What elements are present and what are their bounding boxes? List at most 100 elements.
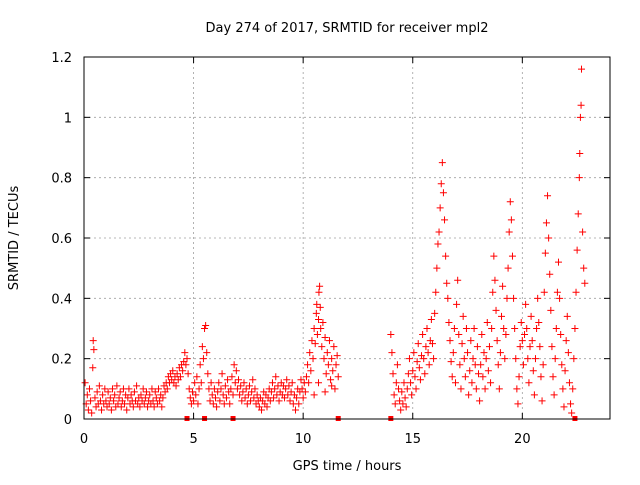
data-point — [241, 394, 249, 402]
data-point — [534, 294, 542, 302]
data-point — [527, 312, 535, 320]
data-point — [130, 388, 138, 396]
data-point — [216, 397, 224, 405]
data-point — [530, 391, 538, 399]
data-point — [267, 388, 275, 396]
data-point — [559, 385, 567, 393]
data-point — [226, 400, 234, 408]
data-point — [232, 367, 240, 375]
data-point — [215, 379, 223, 387]
data-point — [551, 355, 559, 363]
data-point — [404, 370, 412, 378]
data-point — [541, 249, 549, 257]
y-axis-label: SRMTID / TECUs — [7, 186, 22, 291]
data-point — [502, 331, 510, 339]
data-point — [298, 385, 306, 393]
data-point — [491, 276, 499, 284]
data-point — [495, 385, 503, 393]
data-point — [447, 358, 455, 366]
data-point — [510, 294, 518, 302]
data-point — [149, 397, 157, 405]
data-point — [419, 331, 427, 339]
x-tick-label: 0 — [80, 432, 88, 447]
data-point — [531, 355, 539, 363]
data-point — [411, 373, 419, 381]
data-point — [142, 388, 150, 396]
data-point — [536, 343, 544, 351]
data-point — [285, 382, 293, 390]
data-point — [84, 406, 92, 414]
data-point — [545, 234, 553, 242]
data-point — [468, 379, 476, 387]
data-point — [483, 318, 491, 326]
data-point — [237, 382, 245, 390]
data-point — [291, 406, 299, 414]
data-point — [397, 406, 405, 414]
data-point — [487, 379, 495, 387]
data-point — [526, 343, 534, 351]
data-point — [564, 349, 572, 357]
data-point — [176, 373, 184, 381]
data-point — [308, 337, 316, 345]
data-point — [507, 216, 515, 224]
data-point — [444, 294, 452, 302]
data-point — [85, 385, 93, 393]
data-point — [493, 337, 501, 345]
data-point — [150, 403, 158, 411]
data-point — [437, 180, 445, 188]
data-point — [427, 315, 435, 323]
data-point — [506, 198, 514, 206]
data-point — [435, 228, 443, 236]
data-point — [569, 385, 577, 393]
data-point — [275, 397, 283, 405]
data-point — [196, 361, 204, 369]
data-point — [321, 388, 329, 396]
data-point — [457, 385, 465, 393]
data-point — [282, 385, 290, 393]
data-point — [460, 355, 468, 363]
data-point — [465, 391, 473, 399]
data-point — [152, 394, 160, 402]
data-point — [185, 385, 193, 393]
data-point — [231, 379, 239, 387]
data-point — [218, 370, 226, 378]
data-point — [217, 385, 225, 393]
data-point — [563, 312, 571, 320]
data-point — [99, 391, 107, 399]
data-points-layer — [81, 65, 589, 417]
data-point — [403, 385, 411, 393]
data-point — [302, 373, 310, 381]
data-point — [137, 391, 145, 399]
data-point — [469, 355, 477, 363]
data-point — [238, 397, 246, 405]
data-point — [327, 376, 335, 384]
data-point — [548, 343, 556, 351]
data-point — [581, 279, 589, 287]
data-point — [420, 355, 428, 363]
data-point — [552, 325, 560, 332]
data-point — [108, 385, 116, 393]
data-point — [432, 288, 440, 296]
data-point — [245, 382, 253, 390]
data-point — [443, 279, 451, 287]
data-point — [229, 391, 237, 399]
data-point — [571, 325, 579, 332]
data-point — [194, 400, 202, 408]
data-point — [204, 370, 212, 378]
data-point — [410, 349, 418, 357]
data-point — [309, 355, 317, 363]
data-point — [572, 288, 580, 296]
data-point — [439, 189, 447, 197]
data-point — [484, 367, 492, 375]
data-point — [438, 159, 446, 167]
data-point — [284, 391, 292, 399]
data-point — [398, 388, 406, 396]
data-point — [422, 343, 430, 351]
data-point — [480, 349, 488, 357]
data-point — [451, 379, 459, 387]
data-point — [250, 394, 258, 402]
data-point — [476, 397, 484, 405]
data-point — [295, 400, 303, 408]
data-point — [529, 367, 537, 375]
data-point — [442, 252, 450, 260]
